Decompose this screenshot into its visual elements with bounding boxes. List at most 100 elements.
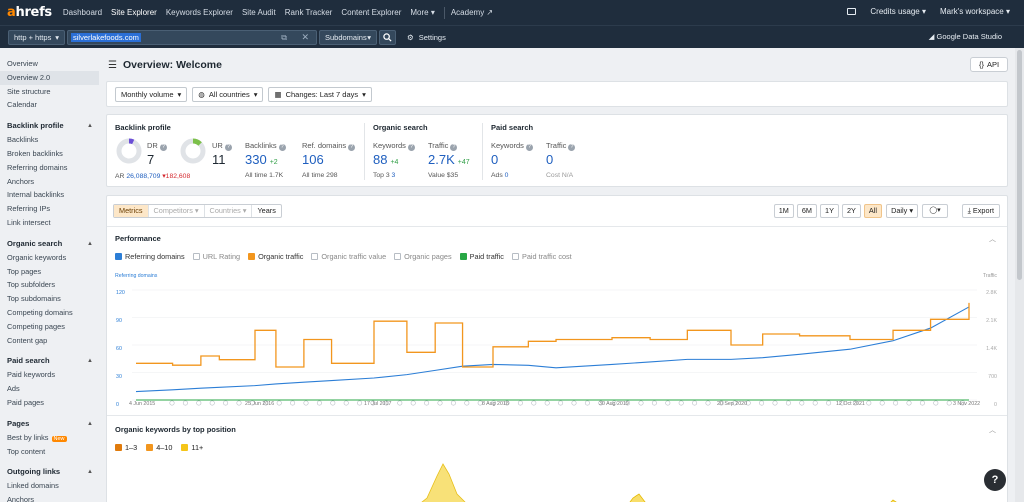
interval-select[interactable]: Daily ▾: [886, 204, 918, 218]
nav-dashboard[interactable]: Dashboard: [62, 8, 103, 17]
target-input[interactable]: silverlakefoods.com ⧉ ✕: [67, 29, 317, 45]
sidebar-item-top-content[interactable]: Top content: [7, 446, 46, 456]
sidebar-section-organic-search[interactable]: Organic search ▲: [0, 237, 99, 251]
sidebar-item-overview[interactable]: Overview: [7, 59, 38, 68]
sidebar-section-pages[interactable]: Pages ▲: [0, 417, 99, 431]
api-button[interactable]: {} API: [970, 57, 1008, 72]
sidebar-item-top-subfolders[interactable]: Top subfolders: [7, 280, 56, 290]
paid-traffic-value[interactable]: 0: [546, 152, 554, 167]
sidebar-section-backlink-profile[interactable]: Backlink profile ▲: [0, 119, 99, 133]
display-icon[interactable]: [847, 8, 857, 15]
tab-years[interactable]: Years: [257, 206, 276, 215]
external-link-icon[interactable]: ⧉: [281, 32, 287, 42]
sidebar-item-outgoing-anchors[interactable]: Anchors: [7, 495, 35, 502]
help-icon[interactable]: ?: [224, 144, 232, 151]
sidebar-item-link-intersect[interactable]: Link intersect: [7, 217, 51, 227]
tab-competitors[interactable]: Competitors ▾: [149, 205, 205, 217]
clear-icon[interactable]: ✕: [301, 31, 309, 42]
country-filter[interactable]: ◍ All countries ▾: [192, 86, 264, 102]
export-button[interactable]: ⤓ Export: [961, 204, 1000, 218]
range-6m[interactable]: 6M: [796, 204, 818, 218]
range-all[interactable]: All: [863, 204, 882, 218]
nav-site-explorer[interactable]: Site Explorer: [111, 8, 157, 17]
workspace-menu[interactable]: Mark's workspace ▾: [939, 7, 1010, 16]
range-1y[interactable]: 1Y: [820, 204, 839, 218]
sidebar-item-organic-keywords[interactable]: Organic keywords: [7, 252, 67, 262]
legend-pos-4-10[interactable]: 4–10: [146, 443, 172, 452]
page-scrollbar[interactable]: [1015, 48, 1024, 502]
tab-countries[interactable]: Countries ▾: [205, 205, 253, 217]
legend-organic-traffic-value[interactable]: Organic traffic value: [311, 252, 386, 261]
collapse-icon[interactable]: ︿: [989, 236, 996, 243]
sidebar-item-paid-keywords[interactable]: Paid keywords: [7, 370, 56, 380]
menu-icon[interactable]: ☰: [108, 59, 117, 71]
legend-url-rating[interactable]: URL Rating: [192, 252, 240, 261]
nav-more[interactable]: More ▾: [410, 8, 435, 17]
sidebar-item-best-by-links[interactable]: Best by links New: [7, 432, 67, 442]
traffic-value[interactable]: 2.7K +47: [428, 152, 470, 167]
collapse-icon[interactable]: ︿: [989, 427, 996, 434]
help-icon[interactable]: ?: [348, 144, 356, 151]
help-icon[interactable]: ?: [450, 144, 458, 151]
sidebar-item-internal-backlinks[interactable]: Internal backlinks: [7, 190, 65, 200]
sidebar-item-content-gap[interactable]: Content gap: [7, 335, 48, 345]
sidebar-item-ads[interactable]: Ads: [7, 384, 20, 394]
annotations-button[interactable]: ◯▾: [922, 204, 948, 218]
google-data-studio-link[interactable]: ◢ Google Data Studio: [928, 32, 1002, 41]
scrollbar-thumb[interactable]: [1017, 50, 1022, 280]
top3-value[interactable]: 3: [391, 172, 396, 179]
settings-button[interactable]: ⚙ Settings: [407, 32, 446, 42]
help-icon[interactable]: ?: [407, 144, 415, 151]
range-2y[interactable]: 2Y: [841, 204, 861, 218]
nav-site-audit[interactable]: Site Audit: [241, 8, 276, 17]
search-button[interactable]: [379, 29, 396, 45]
changes-filter[interactable]: ▦ Changes: Last 7 days ▾: [268, 86, 372, 102]
sidebar-item-overview-2[interactable]: Overview 2.0: [0, 70, 99, 85]
help-icon[interactable]: ?: [568, 144, 576, 151]
sidebar-item-referring-ips[interactable]: Referring IPs: [7, 204, 51, 214]
legend-pos-1-3[interactable]: 1–3: [115, 443, 137, 452]
help-icon[interactable]: ?: [159, 144, 167, 151]
legend-organic-pages[interactable]: Organic pages: [394, 252, 452, 261]
sidebar-item-anchors[interactable]: Anchors: [7, 176, 35, 186]
legend-referring-domains[interactable]: Referring domains: [115, 252, 185, 261]
nav-keywords-explorer[interactable]: Keywords Explorer: [165, 8, 233, 17]
legend-paid-traffic-cost[interactable]: Paid traffic cost: [511, 252, 572, 261]
performance-chart[interactable]: [132, 284, 977, 410]
protocol-select[interactable]: http + https ▾: [8, 29, 65, 45]
help-button[interactable]: ?: [984, 469, 1006, 491]
sidebar-item-paid-pages[interactable]: Paid pages: [7, 397, 44, 407]
legend-organic-traffic[interactable]: Organic traffic: [248, 252, 303, 261]
nav-content-explorer[interactable]: Content Explorer: [341, 8, 402, 17]
credits-usage-menu[interactable]: Credits usage ▾: [870, 7, 926, 16]
legend-paid-traffic[interactable]: Paid traffic: [459, 252, 504, 261]
sidebar-section-paid-search[interactable]: Paid search ▲: [0, 354, 99, 368]
help-icon[interactable]: ?: [278, 144, 286, 151]
ads-value[interactable]: 0: [504, 172, 509, 179]
sidebar-item-backlinks[interactable]: Backlinks: [7, 135, 39, 145]
sidebar-item-top-subdomains[interactable]: Top subdomains: [7, 294, 61, 304]
ar-value[interactable]: 26,088,709: [126, 173, 161, 180]
help-icon[interactable]: ?: [525, 144, 533, 151]
sidebar-section-outgoing-links[interactable]: Outgoing links ▲: [0, 465, 99, 479]
sidebar-item-top-pages[interactable]: Top pages: [7, 266, 42, 276]
nav-rank-tracker[interactable]: Rank Tracker: [284, 8, 333, 17]
sidebar-item-broken-backlinks[interactable]: Broken backlinks: [7, 148, 63, 158]
tab-metrics[interactable]: Metrics: [114, 205, 149, 217]
target-value[interactable]: silverlakefoods.com: [71, 32, 141, 42]
sidebar-item-site-structure[interactable]: Site structure: [7, 86, 51, 96]
backlinks-value[interactable]: 330 +2: [245, 152, 278, 167]
paid-keywords-value[interactable]: 0: [491, 152, 499, 167]
ref-domains-value[interactable]: 106: [302, 152, 324, 167]
ahrefs-logo[interactable]: ahrefs: [7, 5, 52, 20]
sidebar-item-linked-domains[interactable]: Linked domains: [7, 481, 59, 491]
sidebar-item-calendar[interactable]: Calendar: [7, 100, 37, 110]
volume-filter[interactable]: Monthly volume ▾: [115, 86, 188, 102]
range-1m[interactable]: 1M: [773, 204, 794, 218]
keywords-value[interactable]: 88 +4: [373, 152, 399, 167]
sidebar-item-competing-pages[interactable]: Competing pages: [7, 321, 65, 331]
sidebar-item-referring-domains[interactable]: Referring domains: [7, 162, 68, 172]
mode-select[interactable]: Subdomains ▾: [319, 29, 377, 45]
legend-pos-11-plus[interactable]: 11+: [181, 443, 203, 452]
sidebar-item-competing-domains[interactable]: Competing domains: [7, 307, 73, 317]
